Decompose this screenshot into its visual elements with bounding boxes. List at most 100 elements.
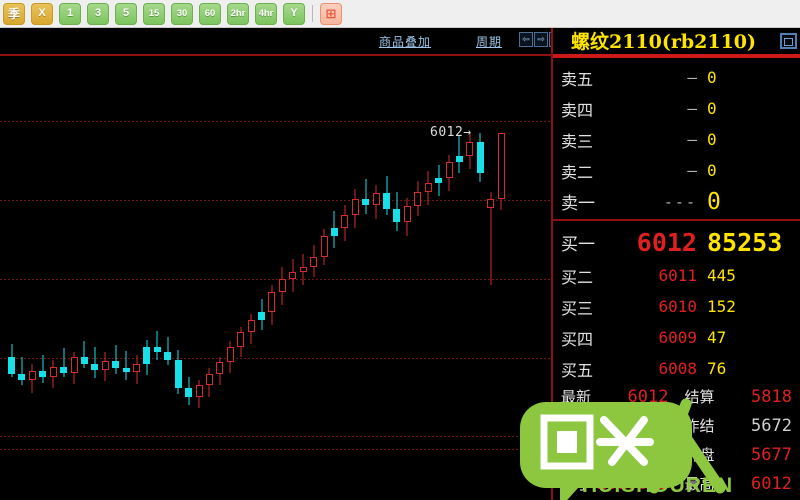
period-1min-button[interactable]: 1 [59, 2, 81, 25]
candle-body [185, 388, 193, 397]
candle [487, 192, 495, 286]
candle [216, 356, 224, 386]
candle-body [289, 272, 297, 280]
candle [18, 356, 26, 386]
candle [466, 133, 474, 170]
candle [247, 313, 255, 344]
stat-key: 最新 [561, 389, 592, 406]
candle-body [164, 352, 172, 360]
candle [445, 154, 453, 191]
stat-cell: 最高 6012 [677, 473, 800, 494]
ask-volume: 0 [707, 99, 717, 118]
stat-value: 5818 [751, 387, 792, 407]
candle-wick [156, 330, 158, 360]
candle-body [466, 141, 474, 157]
candle-body [60, 366, 68, 373]
candle-body [133, 363, 140, 373]
gridline-0 [0, 121, 551, 122]
stat-cell: 昨结 5672 [677, 415, 800, 436]
candle [341, 204, 349, 241]
candle [80, 341, 88, 369]
bid-row[interactable]: 买一 6012 85253 [553, 224, 800, 260]
candle-body [487, 199, 495, 208]
ask-row[interactable]: 卖三 — 0 [553, 124, 800, 155]
gridline-1 [0, 200, 551, 201]
bid-row[interactable]: 买五 6008 76 [553, 353, 800, 384]
window-restore-icon[interactable] [780, 33, 797, 49]
quarter-period-button[interactable]: 季 [3, 2, 25, 25]
candle [414, 180, 422, 217]
candle-body [247, 319, 255, 333]
candle-wick [490, 192, 492, 286]
grid-layout-button[interactable]: ⊞ [320, 2, 342, 25]
candle [268, 285, 276, 326]
candle-body [414, 192, 422, 207]
candle-body [497, 133, 505, 200]
cross-period-button[interactable]: X [31, 2, 53, 25]
gridline-3 [0, 358, 551, 359]
candle-body [362, 199, 370, 205]
bid-label: 买三 [561, 298, 594, 318]
current-price-label: 6012→ [430, 125, 472, 141]
stat-value: 6012 [751, 474, 792, 494]
chart-nav-group: ⇦⇨⇥ [519, 32, 551, 47]
candle-body [393, 209, 401, 223]
candle-body [112, 361, 120, 369]
candle [164, 336, 172, 366]
candle-body [299, 266, 307, 273]
candle [320, 229, 328, 266]
stat-row: 开盘 5677 [553, 440, 800, 469]
period-year-button[interactable]: Y [283, 2, 305, 25]
nav-next-button[interactable]: ⇨ [534, 32, 548, 47]
period-2hr-button[interactable]: 2hr [227, 2, 249, 25]
candle [351, 189, 359, 228]
bid-row[interactable]: 买四 6009 47 [553, 322, 800, 353]
candle-body [258, 312, 265, 320]
ask-row[interactable]: 卖二 — 0 [553, 155, 800, 186]
candle-body [122, 368, 130, 373]
candle-body [435, 177, 443, 184]
period-60min-button[interactable]: 60 [199, 2, 221, 25]
candle [49, 359, 57, 389]
candle-body [18, 373, 26, 380]
stat-cell: 最新 6012 [553, 386, 677, 407]
bid-volume: 47 [707, 328, 727, 347]
ask-row[interactable]: 卖四 — 0 [553, 93, 800, 124]
commodity-overlay-link[interactable]: 商品叠加 [379, 35, 432, 49]
bid-row[interactable]: 买三 6010 152 [553, 291, 800, 322]
candlestick-plot[interactable]: 6012→ [0, 56, 551, 500]
nav-latest-button[interactable]: ⇥ [549, 32, 551, 47]
ask-label: 卖五 [561, 69, 594, 89]
candle-body [153, 346, 161, 353]
candle-body [195, 385, 203, 397]
stat-cell: 总手 2019892 [553, 473, 677, 494]
candle-body [28, 371, 36, 380]
bid-row[interactable]: 买二 6011 445 [553, 260, 800, 291]
candle [330, 210, 338, 248]
period-link[interactable]: 周期 [476, 35, 503, 49]
period-3min-button[interactable]: 3 [87, 2, 109, 25]
candle [122, 351, 130, 380]
candle-body [237, 332, 245, 347]
ask-price: — [687, 130, 697, 149]
book-divider [553, 219, 800, 221]
candle-wick [21, 356, 23, 386]
candle-body [445, 161, 453, 178]
bid-label: 买四 [561, 329, 594, 349]
stat-row: 昨结 5672 [553, 411, 800, 440]
period-15min-button[interactable]: 15 [143, 2, 165, 25]
candle [476, 133, 484, 183]
period-5min-button[interactable]: 5 [115, 2, 137, 25]
period-4hr-button[interactable]: 4hr [255, 2, 277, 25]
candle-body [320, 236, 328, 257]
ask-row[interactable]: 卖一 --- 0 [553, 186, 800, 217]
stat-key: 结算 [684, 389, 715, 406]
candle [28, 363, 36, 393]
nav-prev-button[interactable]: ⇦ [519, 32, 533, 47]
period-toolbar: 季 X 1 3 5 15 30 60 2hr 4hr Y ⊞ [0, 0, 800, 28]
ask-row[interactable]: 卖五 — 0 [553, 62, 800, 93]
candle [403, 197, 411, 237]
period-30min-button[interactable]: 30 [171, 2, 193, 25]
candle-body [455, 156, 463, 162]
ask-volume: 0 [707, 68, 717, 87]
